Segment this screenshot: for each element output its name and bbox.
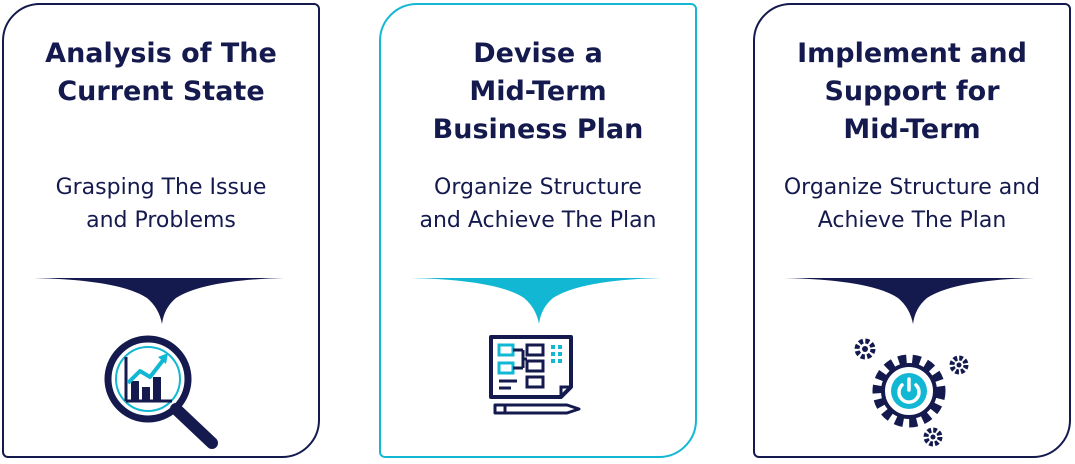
card-subtitle-line: Achieve The Plan [817,208,1007,233]
card-subtitle-line: Organize Structure [434,175,642,200]
card-subtitle-line: Organize Structure and [783,175,1041,200]
card-subtitle: Organize Structure and Achieve The Plan [755,171,1069,237]
card-subtitle-line: and Achieve The Plan [419,208,657,233]
card-subtitle-line: and Problems [86,208,236,233]
card-analysis: Analysis of The Current State Grasping T… [2,3,320,458]
down-arrow-banner [411,278,661,324]
down-arrow-banner [34,278,284,324]
card-title: Devise a Mid-Term Business Plan [381,35,695,149]
card-title-line: Analysis of The [45,38,277,69]
card-title-line: Implement and [797,38,1027,69]
card-implement-support: Implement and Support for Mid-Term Organ… [753,3,1071,458]
card-business-plan: Devise a Mid-Term Business Plan Organize… [379,3,697,458]
card-subtitle-line: Grasping The Issue [55,175,267,200]
gears-power-icon [854,338,969,447]
card-title: Implement and Support for Mid-Term [755,35,1069,149]
card-title-line: Mid-Term [469,76,607,107]
magnifier-chart-icon [104,335,218,449]
card-subtitle: Grasping The Issue and Problems [4,171,318,237]
card-subtitle: Organize Structure and Achieve The Plan [381,171,695,237]
card-title-line: Mid-Term [843,114,981,145]
down-arrow-banner [785,278,1035,324]
card-title-line: Business Plan [432,114,644,145]
blueprint-pencil-icon [489,335,581,415]
card-title-line: Devise a [473,38,603,69]
card-title: Analysis of The Current State [4,35,318,111]
card-title-line: Current State [57,76,265,107]
card-title-line: Support for [824,76,1000,107]
